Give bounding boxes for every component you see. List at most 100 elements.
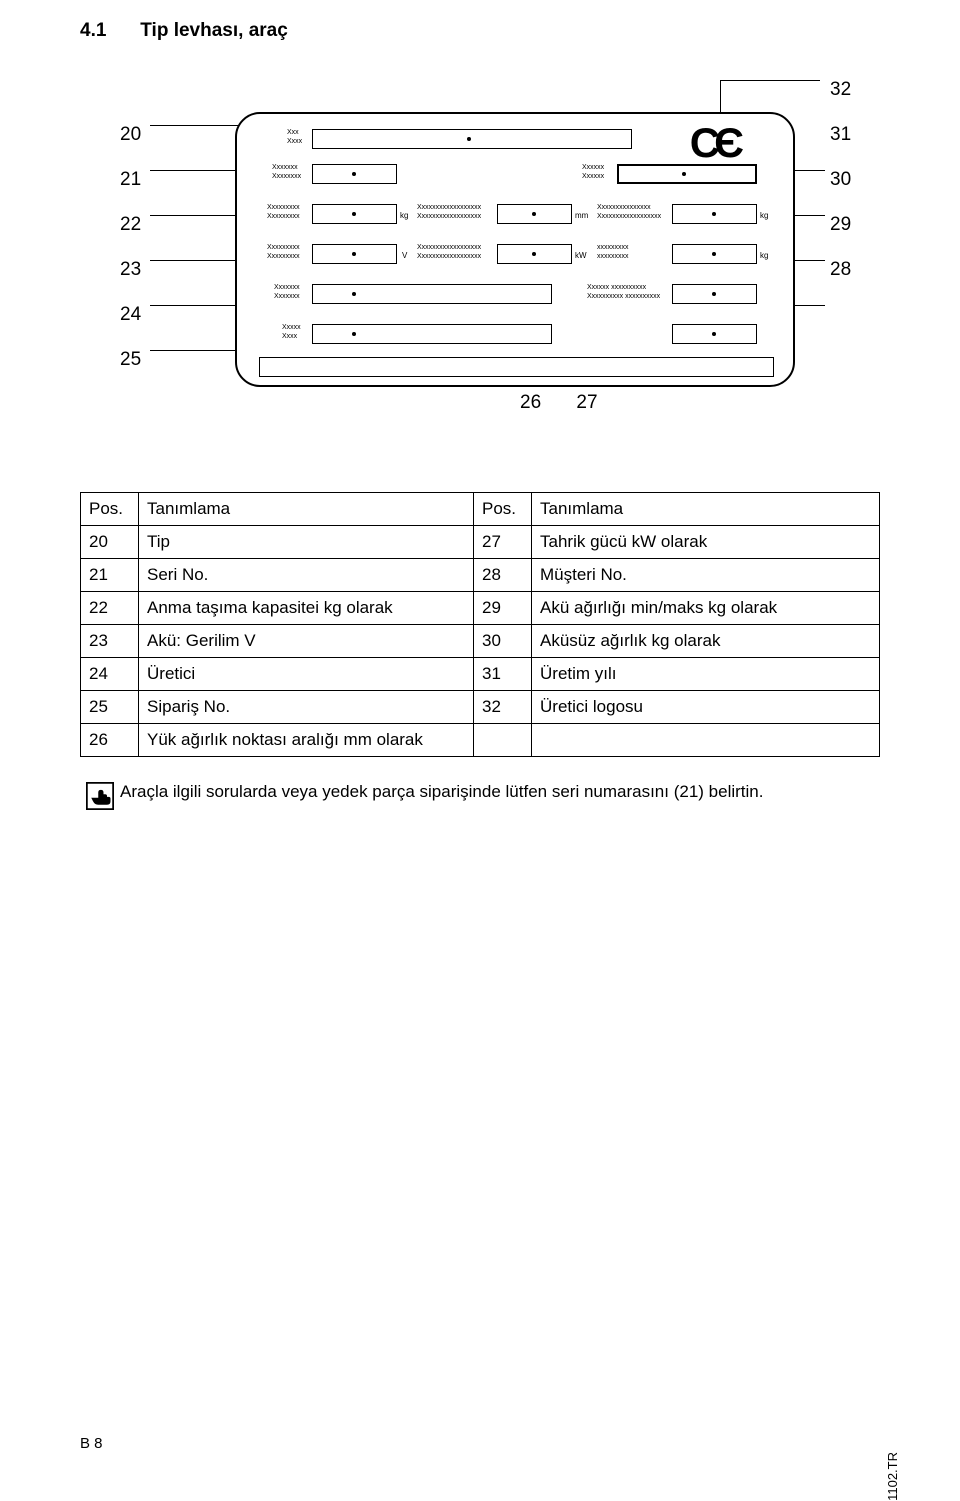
callout-26: 26 [520, 392, 541, 413]
cell-pos: 28 [474, 559, 532, 592]
cell-desc [532, 724, 880, 757]
cell-desc: Üretici logosu [532, 691, 880, 724]
unit-kw: kW [575, 251, 587, 260]
right-callouts: 32 31 30 29 28 [830, 67, 851, 292]
plate-label: Xxxxxxx [274, 284, 300, 292]
callout-31: 31 [830, 112, 851, 157]
plate-label: xxxxxxxxx [597, 253, 629, 261]
unit-v: V [402, 251, 407, 260]
cell-pos: 23 [81, 625, 139, 658]
side-code: 1102.TR [885, 1452, 900, 1501]
plate-label: Xxx [287, 129, 299, 137]
cell-desc: Akü: Gerilim V [139, 625, 474, 658]
definitions-table-wrap: Pos. Tanımlama Pos. Tanımlama 20 Tip 27 … [80, 492, 880, 757]
cell-pos: 26 [81, 724, 139, 757]
plate-label: Xxxxxxxxx [267, 204, 300, 212]
plate-field [312, 324, 552, 344]
ref-dot [467, 137, 471, 141]
page-number: B 8 [80, 1435, 103, 1452]
plate-label: xxxxxxxxx [597, 244, 629, 252]
plate-label: Xxxx [282, 333, 297, 341]
plate-label: Xxxxxx xxxxxxxxxx [587, 284, 646, 292]
plate-label: Xxxxxxxxx [267, 253, 300, 261]
plate-label: Xxxxxx [582, 164, 604, 172]
plate-label: Xxxxxxxxx [267, 213, 300, 221]
cell-desc: Akü ağırlığı min/maks kg olarak [532, 592, 880, 625]
table-row: 20 Tip 27 Tahrik gücü kW olarak [81, 526, 880, 559]
cell-desc: Tahrik gücü kW olarak [532, 526, 880, 559]
cell-pos: 22 [81, 592, 139, 625]
callout-22: 22 [120, 202, 141, 247]
plate-field [617, 164, 757, 184]
cell-pos: 29 [474, 592, 532, 625]
ref-dot [352, 332, 356, 336]
plate-label: Xxxxxxxxx [267, 244, 300, 252]
callout-30: 30 [830, 157, 851, 202]
plate-label: Xxxxxxx [272, 164, 298, 172]
plate-label: Xxxx [287, 138, 302, 146]
cell-desc: Tip [139, 526, 474, 559]
ref-dot [352, 172, 356, 176]
cell-desc: Anma taşıma kapasitei kg olarak [139, 592, 474, 625]
ref-dot [712, 252, 716, 256]
section-title: Tip levhası, araç [140, 20, 288, 41]
plate-label: Xxxxxxxxxxxxxxx [597, 204, 651, 212]
table-row: 24 Üretici 31 Üretim yılı [81, 658, 880, 691]
plate-field [312, 129, 632, 149]
plate-label: Xxxxxxxxxxxxxxxxxx [417, 253, 481, 261]
ref-dot [712, 212, 716, 216]
table-row: 25 Sipariş No. 32 Üretici logosu [81, 691, 880, 724]
cell-desc: Müşteri No. [532, 559, 880, 592]
note-row: Araçla ilgili sorularda veya yedek parça… [80, 782, 880, 815]
callout-20: 20 [120, 112, 141, 157]
plate-label: Xxxxx [282, 324, 301, 332]
cell-pos [474, 724, 532, 757]
section-heading: 4.1 Tip levhası, araç [80, 20, 880, 42]
table-header-row: Pos. Tanımlama Pos. Tanımlama [81, 493, 880, 526]
pointing-hand-icon [80, 782, 120, 815]
bottom-callouts: 26 27 [520, 392, 628, 414]
type-plate: CЄ Xxx Xxxx Xxxxxxx Xxxxxxxx Xxxxxx Xxxx… [235, 112, 795, 387]
ref-dot [712, 332, 716, 336]
unit-kg: kg [760, 211, 768, 220]
table-row: 22 Anma taşıma kapasitei kg olarak 29 Ak… [81, 592, 880, 625]
ce-mark: CЄ [690, 119, 738, 167]
section-number: 4.1 [80, 20, 135, 42]
left-callouts: 20 21 22 23 24 25 [120, 112, 141, 382]
cell-desc: Üretim yılı [532, 658, 880, 691]
callout-29: 29 [830, 202, 851, 247]
type-plate-diagram: 20 21 22 23 24 25 32 31 30 29 28 26 27 [150, 72, 880, 432]
definitions-table: Pos. Tanımlama Pos. Tanımlama 20 Tip 27 … [80, 492, 880, 757]
callout-24: 24 [120, 292, 141, 337]
cell-pos: 24 [81, 658, 139, 691]
leader-line [720, 80, 820, 81]
callout-21: 21 [120, 157, 141, 202]
cell-desc: Üretici [139, 658, 474, 691]
cell-pos: 27 [474, 526, 532, 559]
plate-label: Xxxxxxxxxxxxxxxxxx [417, 213, 481, 221]
col-header-desc: Tanımlama [532, 493, 880, 526]
ref-dot [682, 172, 686, 176]
table-row: 21 Seri No. 28 Müşteri No. [81, 559, 880, 592]
note-text: Araçla ilgili sorularda veya yedek parça… [120, 782, 763, 815]
plate-field [259, 357, 774, 377]
unit-kg: kg [400, 211, 408, 220]
ref-dot [352, 292, 356, 296]
callout-28: 28 [830, 247, 851, 292]
plate-label: Xxxxxxxx [272, 173, 301, 181]
callout-23: 23 [120, 247, 141, 292]
plate-label: Xxxxxx [582, 173, 604, 181]
cell-desc: Seri No. [139, 559, 474, 592]
ref-dot [352, 252, 356, 256]
cell-pos: 32 [474, 691, 532, 724]
col-header-pos: Pos. [474, 493, 532, 526]
ref-dot [532, 212, 536, 216]
plate-label: Xxxxxxxxxxxxxxxxxx [417, 244, 481, 252]
plate-field [312, 284, 552, 304]
cell-pos: 20 [81, 526, 139, 559]
ref-dot [352, 212, 356, 216]
page-footer: B 8 1102.TR [80, 1435, 900, 1452]
col-header-desc: Tanımlama [139, 493, 474, 526]
table-row: 23 Akü: Gerilim V 30 Aküsüz ağırlık kg o… [81, 625, 880, 658]
plate-label: Xxxxxxx [274, 293, 300, 301]
